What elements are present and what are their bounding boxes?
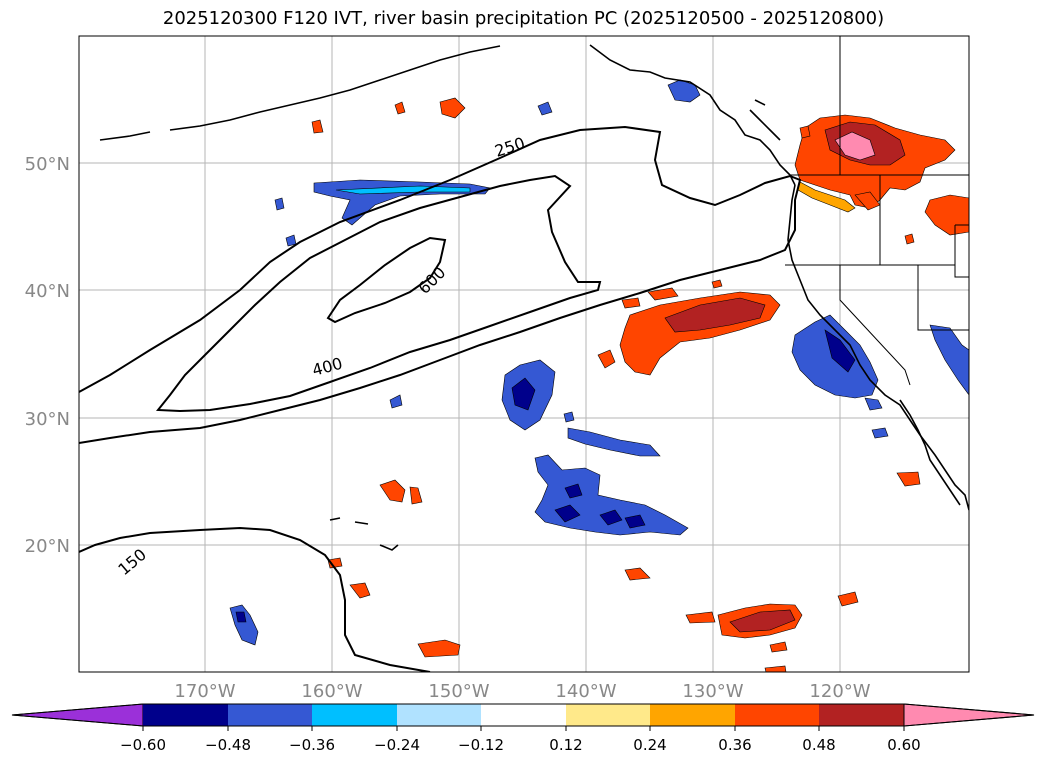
lon-label-120w: 120°W [809,681,870,702]
ivt-contour-400 [155,174,602,413]
lon-label-160w: 160°W [301,681,362,702]
colorbar-tick-label: 0.48 [802,736,835,754]
colorbar-segment [143,704,228,726]
map-frame [78,35,970,673]
ivt-contour-150 [79,526,431,672]
lat-label-50n: 50°N [25,154,70,175]
positive-pc-regions [311,97,969,672]
negative-pc-regions [229,79,969,646]
canada-islands [749,99,781,141]
lon-label-150w: 150°W [428,681,489,702]
lon-label-140w: 140°W [555,681,616,702]
lat-label-20n: 20°N [25,536,70,557]
colorbar-segment [228,704,312,726]
colorbar-segment [397,704,481,726]
alaska-coast [589,44,796,186]
colorbar-tick-label: −0.24 [374,736,420,754]
ivt-contour-250 [79,125,802,444]
colorbar-tick-label: −0.60 [120,736,166,754]
aleutians-2 [169,45,501,131]
colorbar-extend-high [903,703,1035,727]
colorbar-segment [312,704,397,726]
colorbar-tick-label: 0.24 [633,736,666,754]
colorbar-segment [566,704,650,726]
west-coast [787,184,969,511]
hawaii-3 [379,544,399,551]
lon-label-170w: 170°W [174,681,235,702]
map-title: 2025120300 F120 IVT, river basin precipi… [162,8,885,29]
political-borders [785,36,969,386]
baja-coast [899,399,961,506]
colorbar-segment [819,704,904,726]
colorbar-tick-label: 0.60 [887,736,920,754]
hawaii-2 [354,521,369,525]
colorbar-extend-low [11,703,144,727]
ivt-contour-600 [326,236,447,324]
colorbar-tick-label: −0.36 [289,736,335,754]
colorbar-segment [650,704,735,726]
lon-label-130w: 130°W [682,681,743,702]
longitude-labels: 170°W 160°W 150°W 140°W 130°W 120°W [174,681,870,702]
lat-label-30n: 30°N [25,409,70,430]
colorbar-tick-label: −0.48 [205,736,251,754]
ivt-contours [79,125,802,672]
latitude-labels: 50°N 40°N 30°N 20°N [25,154,70,557]
neg-region-band [567,427,661,457]
colorbar-tick-label: −0.12 [458,736,504,754]
colorbar-tick-label: 0.12 [549,736,582,754]
lat-label-40n: 40°N [25,281,70,302]
coastlines [99,44,969,551]
colorbar-segment [735,704,819,726]
colorbar: −0.60 −0.48 −0.36 −0.24 −0.12 0.12 0.24 … [11,703,1035,754]
colorbar-segment [481,704,566,726]
neg-region-east [929,324,969,396]
hawaii-1 [329,517,341,521]
aleutians-1 [99,131,151,141]
colorbar-tick-label: 0.36 [718,736,751,754]
